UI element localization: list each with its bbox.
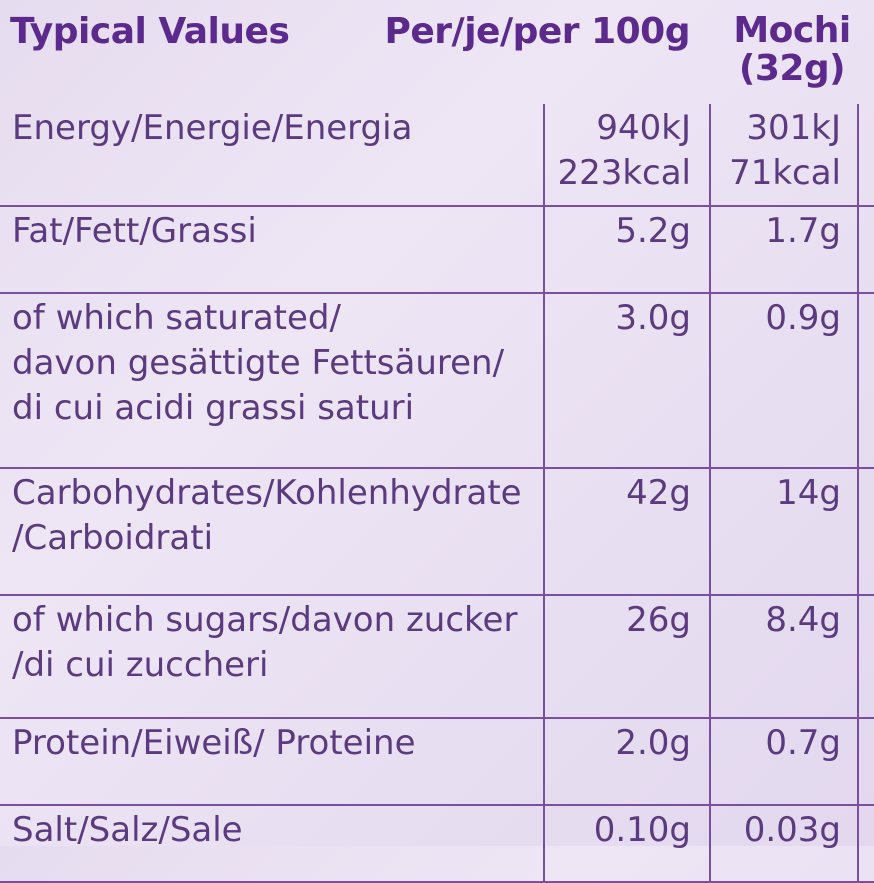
value-per-100g: 2.0g	[543, 718, 710, 806]
row-end	[858, 206, 874, 294]
row-end	[858, 805, 874, 883]
value-per-serving: 1.7g	[709, 206, 859, 294]
nutrient-name: Carbohydrates/Kohlenhydrate /Carboidrati	[0, 468, 544, 596]
serving-heading: Mochi (32g)	[733, 10, 851, 89]
row-end	[858, 595, 874, 719]
row-end	[858, 468, 874, 596]
value-per-100g: 3.0g	[543, 293, 710, 469]
nutrient-name: Energy/Energie/Energia	[0, 104, 544, 207]
nutrition-table: Energy/Energie/Energia 940kJ 223kcal 301…	[0, 104, 874, 883]
per-100g-heading: Per/je/per 100g	[384, 11, 691, 52]
table-row: of which saturated/ davon gesättigte Fet…	[0, 293, 874, 469]
value-per-100g: 5.2g	[543, 206, 710, 294]
value-per-100g: 42g	[543, 468, 710, 596]
table-row: of which sugars/davon zucker /di cui zuc…	[0, 595, 874, 719]
typical-values-heading: Typical Values	[10, 11, 290, 52]
value-per-serving: 0.03g	[709, 805, 859, 883]
value-per-100g: 0.10g	[543, 805, 710, 883]
value-per-serving: 8.4g	[709, 595, 859, 719]
row-end	[858, 718, 874, 806]
nutrient-name: Salt/Salz/Sale	[0, 805, 544, 883]
nutrient-name: of which sugars/davon zucker /di cui zuc…	[0, 595, 544, 719]
value-per-serving: 301kJ 71kcal	[709, 104, 859, 207]
nutrient-name: Protein/Eiweiß/ Proteine	[0, 718, 544, 806]
table-header: Typical Values Per/je/per 100g Mochi (32…	[0, 0, 874, 102]
table-row: Fat/Fett/Grassi 5.2g 1.7g	[0, 206, 874, 294]
row-end	[858, 293, 874, 469]
table-row: Carbohydrates/Kohlenhydrate /Carboidrati…	[0, 468, 874, 596]
row-end	[858, 104, 874, 207]
value-per-serving: 14g	[709, 468, 859, 596]
value-per-serving: 0.7g	[709, 718, 859, 806]
nutrient-name: Fat/Fett/Grassi	[0, 206, 544, 294]
table-row: Salt/Salz/Sale 0.10g 0.03g	[0, 805, 874, 883]
table-row: Protein/Eiweiß/ Proteine 2.0g 0.7g	[0, 718, 874, 806]
value-per-100g: 26g	[543, 595, 710, 719]
value-per-serving: 0.9g	[709, 293, 859, 469]
table-row: Energy/Energie/Energia 940kJ 223kcal 301…	[0, 104, 874, 207]
nutrient-name: of which saturated/ davon gesättigte Fet…	[0, 293, 544, 469]
value-per-100g: 940kJ 223kcal	[543, 104, 710, 207]
